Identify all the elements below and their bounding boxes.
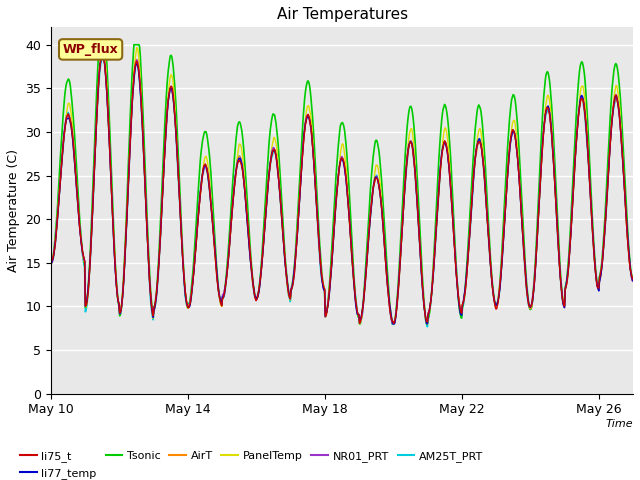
li77_temp [115,299,122,305]
AirT [349,270,357,276]
PanelTemp [115,298,122,303]
li75_t [349,269,357,275]
AirT [115,298,122,304]
li77_temp [166,89,173,95]
Text: WP_flux: WP_flux [63,43,118,56]
AirT [389,321,397,327]
Tsonic [629,276,637,282]
AM25T_PRT [166,89,173,95]
li75_t [399,210,407,216]
Tsonic [399,189,407,195]
AM25T_PRT [629,277,637,283]
Line: li77_temp: li77_temp [51,55,633,324]
AM25T_PRT [349,271,357,277]
NR01_PRT [47,261,55,267]
NR01_PRT [629,278,637,284]
Tsonic [356,321,364,327]
li77_temp [629,278,637,284]
Line: li75_t: li75_t [51,55,633,324]
NR01_PRT [99,50,106,56]
AM25T_PRT [493,300,501,305]
PanelTemp [356,321,364,327]
li77_temp [127,134,134,140]
li77_temp [390,321,397,327]
PanelTemp [47,260,55,265]
li77_temp [47,260,55,266]
Line: PanelTemp: PanelTemp [51,45,633,324]
NR01_PRT [166,87,173,93]
Line: Tsonic: Tsonic [51,45,633,324]
li75_t [493,302,501,308]
Tsonic [47,259,55,264]
PanelTemp [166,79,173,84]
PanelTemp [98,42,106,48]
li77_temp [349,271,357,277]
Tsonic [493,300,501,306]
AM25T_PRT [47,258,55,264]
Line: NR01_PRT: NR01_PRT [51,53,633,324]
AM25T_PRT [399,222,406,228]
AirT [127,137,134,143]
AirT [493,301,501,307]
Legend: li75_t, li77_temp, Tsonic, AirT, PanelTemp, NR01_PRT, AM25T_PRT: li75_t, li77_temp, Tsonic, AirT, PanelTe… [16,447,488,480]
li75_t [127,135,134,141]
AM25T_PRT [127,133,134,139]
AirT [629,278,637,284]
NR01_PRT [127,136,134,142]
Line: AM25T_PRT: AM25T_PRT [51,56,633,327]
li75_t [629,276,637,282]
li75_t [47,259,55,264]
Tsonic [349,260,357,266]
NR01_PRT [388,321,396,327]
Line: AirT: AirT [51,51,633,324]
NR01_PRT [349,269,357,275]
Text: Time: Time [605,419,633,429]
AirT [399,209,407,215]
PanelTemp [349,273,357,278]
li75_t [99,52,106,58]
li77_temp [493,300,501,306]
Tsonic [96,42,104,48]
PanelTemp [629,277,637,283]
NR01_PRT [115,299,122,304]
AM25T_PRT [424,324,431,330]
AirT [99,48,106,54]
li75_t [115,299,122,304]
li75_t [166,88,173,94]
AirT [47,259,55,265]
li75_t [390,321,397,326]
PanelTemp [399,213,407,219]
AM25T_PRT [115,298,122,303]
Tsonic [166,57,173,62]
li77_temp [99,52,106,58]
AM25T_PRT [99,53,106,59]
Y-axis label: Air Temperature (C): Air Temperature (C) [7,149,20,272]
NR01_PRT [493,300,501,306]
NR01_PRT [399,211,407,216]
Tsonic [115,300,122,306]
PanelTemp [493,300,501,305]
Title: Air Temperatures: Air Temperatures [276,7,408,22]
Tsonic [127,110,134,116]
li77_temp [399,211,407,216]
PanelTemp [127,133,134,139]
AirT [166,89,173,95]
